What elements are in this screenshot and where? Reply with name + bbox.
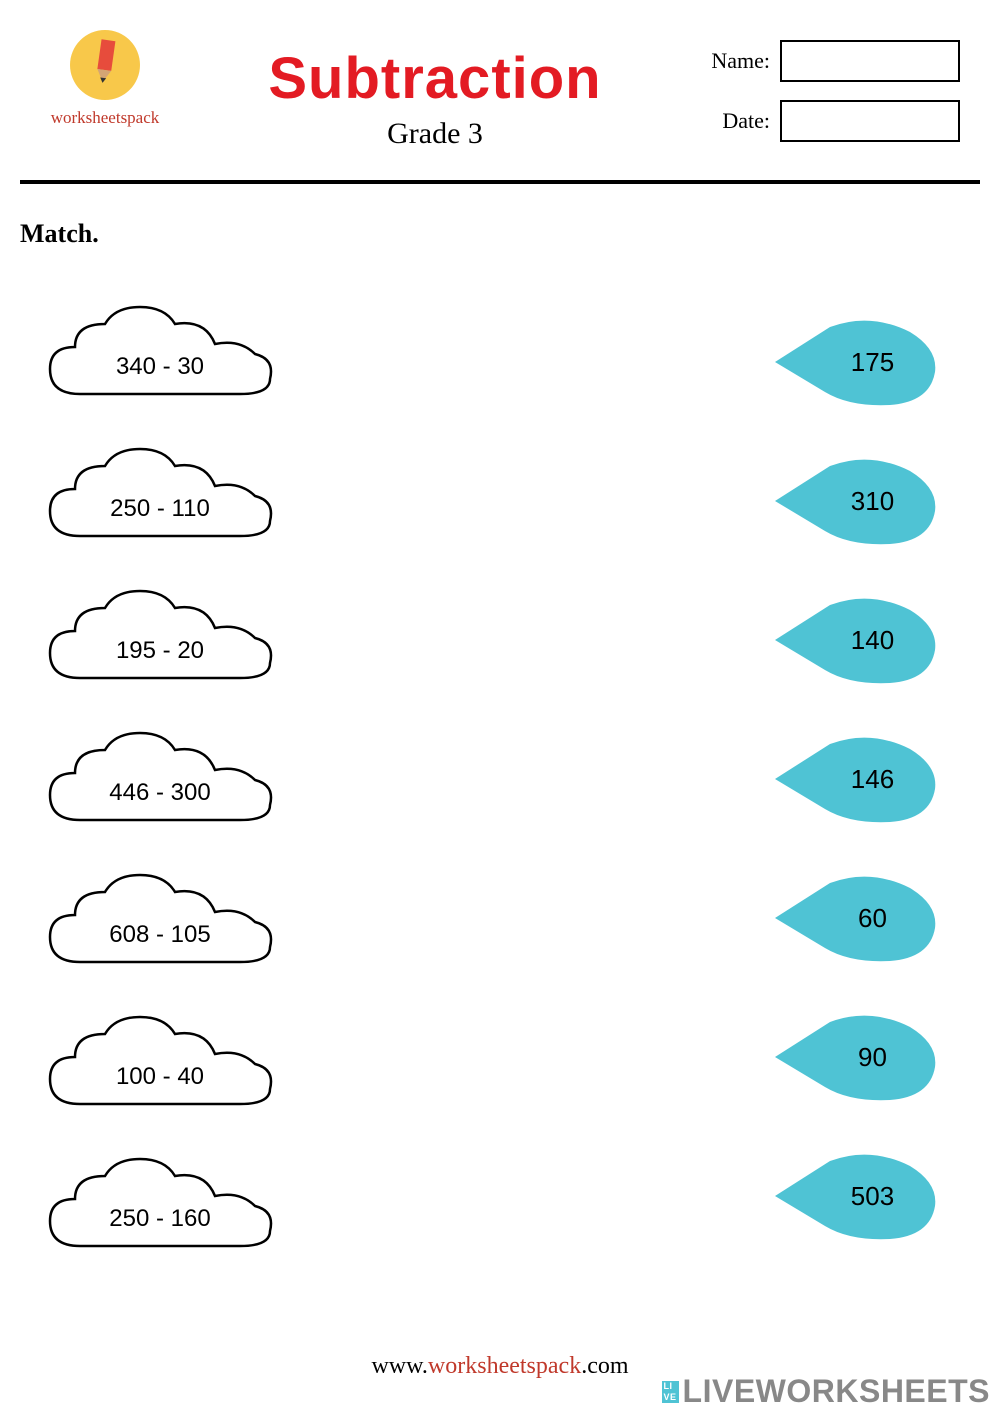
answer-value: 60 <box>858 903 887 934</box>
header-divider <box>20 180 980 184</box>
answer-drop[interactable]: 175 <box>770 317 940 407</box>
problem-cloud[interactable]: 250 - 160 <box>40 1151 280 1256</box>
answers-column: 175 310 140 146 60 90 503 <box>770 299 940 1256</box>
instruction-text: Match. <box>20 219 1000 249</box>
worksheet-title: Subtraction <box>170 45 700 112</box>
problem-expression: 195 - 20 <box>116 637 204 665</box>
problem-expression: 250 - 110 <box>110 495 210 523</box>
answer-drop[interactable]: 146 <box>770 734 940 824</box>
answer-drop[interactable]: 310 <box>770 456 940 546</box>
problem-cloud[interactable]: 446 - 300 <box>40 725 280 830</box>
date-label: Date: <box>722 108 770 134</box>
problem-expression: 340 - 30 <box>116 353 204 381</box>
problem-expression: 100 - 40 <box>116 1063 204 1091</box>
name-label: Name: <box>711 48 770 74</box>
grade-label: Grade 3 <box>170 117 700 151</box>
answer-drop[interactable]: 90 <box>770 1012 940 1102</box>
answer-value: 146 <box>851 764 894 795</box>
answer-value: 310 <box>851 486 894 517</box>
watermark-badge-icon: LI VE <box>662 1381 679 1403</box>
problem-expression: 608 - 105 <box>109 921 210 949</box>
worksheet-header: worksheetspack Subtraction Grade 3 Name:… <box>0 0 1000 170</box>
logo-block: worksheetspack <box>40 30 170 128</box>
brand-name: worksheetspack <box>51 108 160 128</box>
problem-cloud[interactable]: 250 - 110 <box>40 441 280 546</box>
liveworksheets-watermark: LI VE LIVEWORKSHEETS <box>662 1373 990 1410</box>
student-info: Name: Date: <box>700 30 960 160</box>
matching-area: 340 - 30 250 - 110 195 - 20 446 - 300 60… <box>0 249 1000 1256</box>
problem-cloud[interactable]: 100 - 40 <box>40 1009 280 1114</box>
answer-value: 503 <box>851 1181 894 1212</box>
problem-expression: 250 - 160 <box>109 1205 210 1233</box>
answer-value: 140 <box>851 625 894 656</box>
problems-column: 340 - 30 250 - 110 195 - 20 446 - 300 60… <box>40 299 280 1256</box>
answer-drop[interactable]: 140 <box>770 595 940 685</box>
date-input[interactable] <box>780 100 960 142</box>
problem-expression: 446 - 300 <box>109 779 210 807</box>
answer-drop[interactable]: 60 <box>770 873 940 963</box>
watermark-text: LIVEWORKSHEETS <box>683 1373 990 1410</box>
title-block: Subtraction Grade 3 <box>170 30 700 151</box>
problem-cloud[interactable]: 340 - 30 <box>40 299 280 404</box>
answer-value: 175 <box>851 347 894 378</box>
answer-drop[interactable]: 503 <box>770 1151 940 1241</box>
pencil-icon <box>95 39 116 90</box>
logo-circle <box>70 30 140 100</box>
problem-cloud[interactable]: 195 - 20 <box>40 583 280 688</box>
answer-value: 90 <box>858 1042 887 1073</box>
problem-cloud[interactable]: 608 - 105 <box>40 867 280 972</box>
name-input[interactable] <box>780 40 960 82</box>
